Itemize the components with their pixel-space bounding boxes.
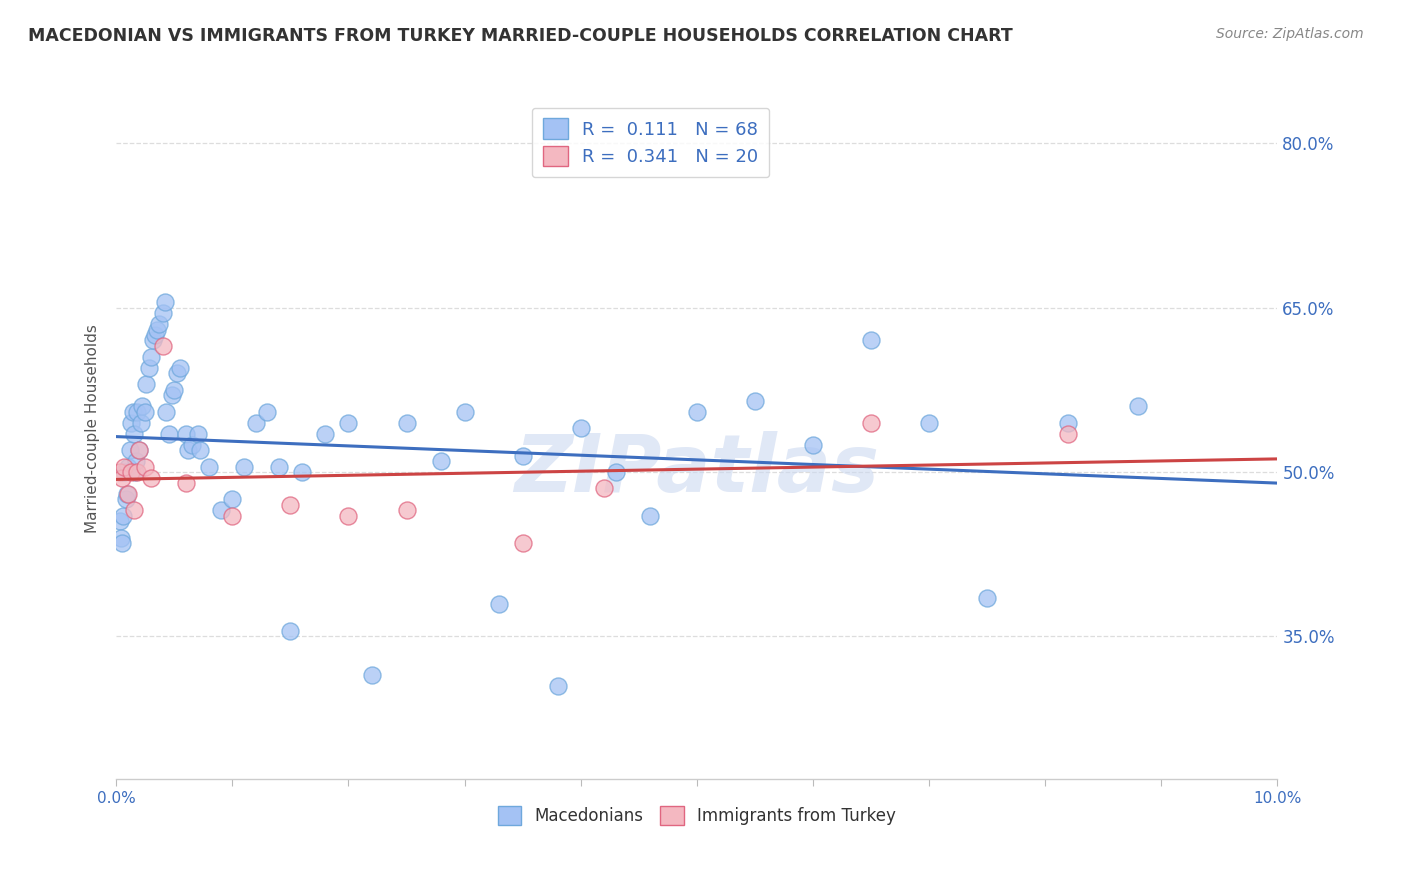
Point (267, 459, 290, 474)
Point (640, 508, 662, 523)
Point (122, 503, 145, 517)
Point (135, 377, 157, 392)
Point (117, 459, 139, 474)
Point (174, 475, 197, 490)
Point (148, 317, 170, 331)
Point (128, 443, 150, 458)
Point (120, 443, 142, 458)
Point (430, 454, 453, 468)
Point (163, 383, 186, 397)
Point (138, 360, 160, 375)
Text: Source: ZipAtlas.com: Source: ZipAtlas.com (1216, 27, 1364, 41)
Point (256, 405, 278, 419)
Point (593, 482, 616, 496)
Point (120, 465, 142, 479)
Point (169, 360, 191, 375)
Point (112, 508, 135, 523)
Point (142, 334, 165, 348)
Point (111, 536, 134, 550)
Point (153, 295, 176, 310)
Text: ZIPatlas: ZIPatlas (515, 431, 879, 509)
Point (152, 339, 174, 353)
Point (1126, 399, 1149, 413)
Point (108, 514, 131, 528)
Point (139, 350, 162, 364)
Point (686, 405, 709, 419)
Point (112, 465, 135, 479)
Point (160, 388, 183, 402)
Point (139, 470, 162, 484)
Point (291, 465, 314, 479)
Point (859, 416, 882, 430)
Legend: Macedonians, Immigrants from Turkey: Macedonians, Immigrants from Turkey (489, 797, 904, 834)
Point (547, 679, 569, 693)
Point (155, 405, 177, 419)
Point (115, 487, 138, 501)
Point (117, 487, 139, 501)
Point (188, 443, 211, 458)
Point (128, 443, 150, 458)
Point (395, 503, 418, 517)
Point (146, 322, 169, 336)
Point (512, 449, 534, 463)
Point (122, 426, 145, 441)
Y-axis label: Married-couple Households: Married-couple Households (86, 324, 100, 533)
Point (125, 454, 148, 468)
Text: MACEDONIAN VS IMMIGRANTS FROM TURKEY MARRIED-COUPLE HOUSEHOLDS CORRELATION CHART: MACEDONIAN VS IMMIGRANTS FROM TURKEY MAR… (28, 27, 1012, 45)
Point (221, 492, 243, 507)
Point (605, 465, 627, 479)
Point (512, 536, 534, 550)
Point (488, 597, 510, 611)
Point (859, 334, 882, 348)
Point (180, 437, 202, 451)
Point (1057, 416, 1080, 430)
Point (976, 591, 998, 605)
Point (337, 416, 360, 430)
Point (108, 465, 131, 479)
Point (569, 421, 592, 435)
Point (221, 508, 243, 523)
Point (337, 508, 360, 523)
Point (198, 459, 221, 474)
Point (143, 328, 166, 343)
Point (280, 498, 302, 512)
Point (233, 459, 256, 474)
Point (280, 624, 302, 638)
Point (453, 405, 475, 419)
Point (112, 459, 135, 474)
Point (918, 416, 941, 430)
Point (129, 416, 152, 430)
Point (111, 470, 134, 484)
Point (152, 306, 174, 320)
Point (127, 405, 149, 419)
Point (134, 405, 156, 419)
Point (174, 426, 197, 441)
Point (157, 426, 180, 441)
Point (314, 426, 336, 441)
Point (1057, 426, 1080, 441)
Point (177, 443, 200, 458)
Point (127, 465, 149, 479)
Point (124, 465, 146, 479)
Point (187, 426, 209, 441)
Point (744, 393, 766, 408)
Point (110, 531, 132, 545)
Point (360, 667, 382, 681)
Point (801, 437, 824, 451)
Point (134, 459, 156, 474)
Point (209, 503, 232, 517)
Point (114, 492, 136, 507)
Point (245, 416, 267, 430)
Point (166, 367, 188, 381)
Point (121, 405, 143, 419)
Point (131, 399, 153, 413)
Point (120, 416, 142, 430)
Point (395, 416, 418, 430)
